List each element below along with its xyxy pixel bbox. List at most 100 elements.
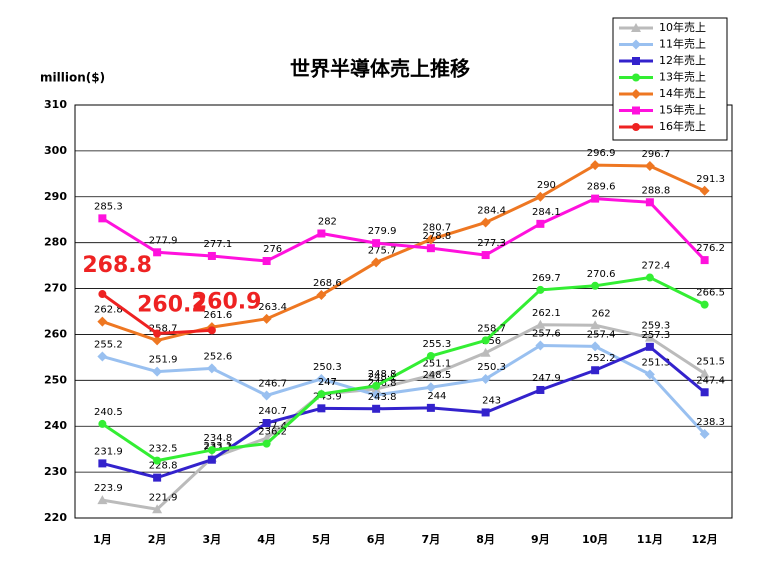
y-tick-label: 240 xyxy=(44,419,67,432)
data-label: 256 xyxy=(482,336,501,347)
marker xyxy=(426,244,435,253)
series-line xyxy=(101,345,706,480)
marker xyxy=(261,390,272,401)
marker xyxy=(480,347,491,357)
data-label: 276.2 xyxy=(696,243,725,254)
marker xyxy=(425,382,436,393)
y-tick-label: 290 xyxy=(44,190,67,203)
marker xyxy=(207,455,216,464)
series-line xyxy=(102,323,706,511)
marker xyxy=(317,229,326,238)
data-label: 289.6 xyxy=(587,182,616,193)
marker xyxy=(97,351,108,362)
data-label: 258.7 xyxy=(149,323,178,334)
data-label: 236.2 xyxy=(258,427,287,438)
data-label: 288.8 xyxy=(642,185,671,196)
data-label: 237.4 xyxy=(258,421,287,432)
marker xyxy=(98,419,107,428)
data-label: 277.9 xyxy=(149,235,178,246)
data-label: 262 xyxy=(592,308,611,319)
marker xyxy=(535,340,546,351)
marker xyxy=(207,251,216,260)
x-tick-label: 1月 xyxy=(93,533,112,546)
data-label: 285.3 xyxy=(94,201,123,212)
x-tick-label: 6月 xyxy=(367,533,386,546)
marker xyxy=(644,369,655,380)
data-label: 231.9 xyxy=(94,446,123,457)
marker xyxy=(631,39,641,50)
data-label: 251.5 xyxy=(696,356,725,367)
marker xyxy=(631,89,641,99)
series-line xyxy=(101,197,706,263)
marker xyxy=(153,248,162,257)
data-label: 247 xyxy=(318,377,337,388)
marker xyxy=(535,319,546,329)
y-tick-label: 270 xyxy=(44,282,67,295)
x-tick-label: 12月 xyxy=(691,533,717,546)
data-label: 291.3 xyxy=(696,174,725,185)
marker xyxy=(481,336,490,345)
x-tick-label: 2月 xyxy=(148,533,167,546)
data-label: 228.8 xyxy=(149,461,178,472)
data-label: 248.5 xyxy=(423,370,452,381)
data-label: 223.9 xyxy=(94,483,123,494)
marker xyxy=(480,373,491,384)
marker xyxy=(153,456,162,465)
data-label: 255.3 xyxy=(423,339,452,350)
data-label: 250.3 xyxy=(313,362,342,373)
x-tick-label: 7月 xyxy=(422,533,441,546)
data-label: 257.3 xyxy=(642,330,671,341)
marker xyxy=(372,239,381,248)
data-label: 243.9 xyxy=(313,391,342,402)
marker xyxy=(98,459,107,468)
marker xyxy=(371,390,382,401)
data-label: 270.6 xyxy=(587,269,616,280)
marker xyxy=(425,234,436,245)
data-label: 279.9 xyxy=(368,226,397,237)
data-label: 269.7 xyxy=(532,273,561,284)
data-label: 296.7 xyxy=(642,149,671,160)
marker xyxy=(645,198,654,207)
marker xyxy=(152,366,163,377)
marker xyxy=(317,390,326,399)
data-label: 252.6 xyxy=(204,351,233,362)
data-label: 246.7 xyxy=(258,378,287,389)
marker xyxy=(591,366,600,375)
y-tick-label: 280 xyxy=(44,236,67,249)
legend-label: 16年売上 xyxy=(659,119,706,133)
marker xyxy=(262,439,271,448)
x-tick-label: 4月 xyxy=(257,533,276,546)
data-label: 251.3 xyxy=(642,357,671,368)
y-axis-label: million($) xyxy=(40,71,105,85)
x-tick-label: 11月 xyxy=(637,533,663,546)
marker xyxy=(700,300,709,309)
marker xyxy=(481,251,490,260)
data-label: 240.5 xyxy=(94,407,123,418)
data-label: 248.1 xyxy=(368,372,397,383)
marker xyxy=(481,408,490,417)
marker xyxy=(153,329,162,338)
series-line xyxy=(101,275,706,463)
data-label: 268.6 xyxy=(313,278,342,289)
data-label: 260.9 xyxy=(192,289,262,314)
data-label: 282 xyxy=(318,216,337,227)
marker xyxy=(591,281,600,290)
data-label: 252.2 xyxy=(587,353,616,364)
data-label: 290 xyxy=(537,180,556,191)
marker xyxy=(371,257,382,268)
legend-label: 12年売上 xyxy=(659,53,706,67)
data-label: 255.2 xyxy=(94,339,123,350)
marker xyxy=(426,352,435,361)
data-label: 243 xyxy=(482,395,501,406)
marker xyxy=(631,23,641,32)
marker xyxy=(316,289,327,300)
data-label: 238.3 xyxy=(696,417,725,428)
series-line xyxy=(101,163,706,342)
data-label: 272.4 xyxy=(642,261,671,272)
data-label: 263.4 xyxy=(258,302,287,313)
legend-label: 10年売上 xyxy=(659,20,706,34)
data-label: 280.7 xyxy=(423,222,452,233)
x-tick-label: 3月 xyxy=(203,533,222,546)
marker xyxy=(699,368,710,378)
